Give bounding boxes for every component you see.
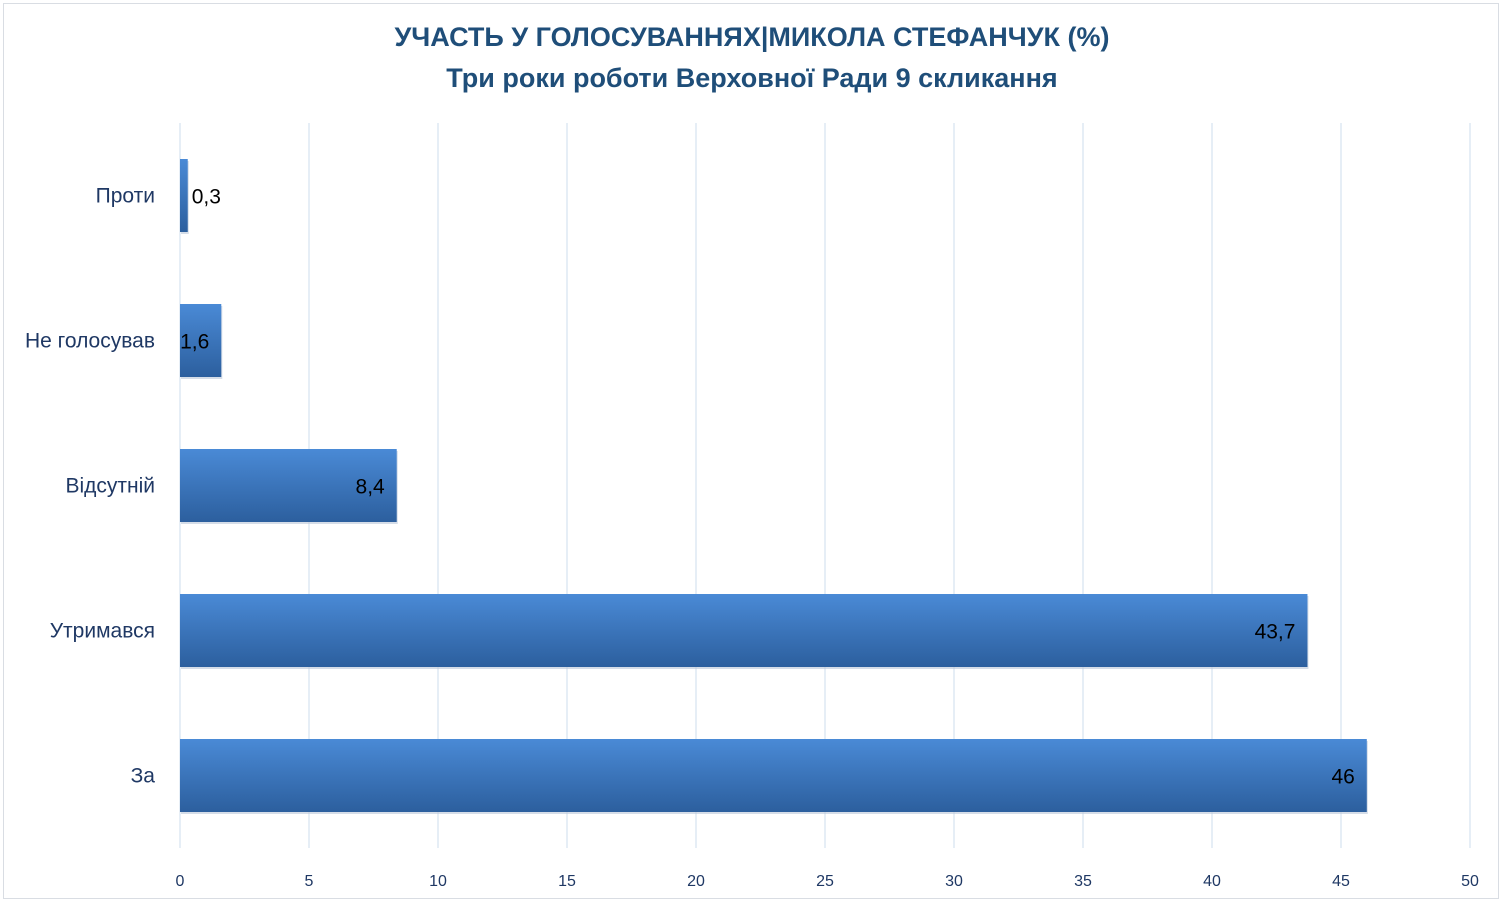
x-tick-label: 30 — [945, 873, 963, 890]
gridlines — [179, 123, 1471, 848]
category-label: За — [131, 765, 156, 788]
x-tick-label: 0 — [176, 873, 185, 890]
x-tick-label: 25 — [816, 873, 834, 890]
x-tick-label: 20 — [687, 873, 705, 890]
category-label: Проти — [96, 185, 155, 208]
bar — [180, 739, 1367, 812]
bar — [180, 159, 188, 232]
bar — [180, 304, 222, 377]
category-label: Не голосував — [25, 330, 155, 353]
x-tick-label: 50 — [1461, 873, 1479, 890]
chart-title: УЧАСТЬ У ГОЛОСУВАННЯХ|МИКОЛА СТЕФАНЧУК (… — [394, 22, 1110, 52]
x-tick-label: 15 — [558, 873, 576, 890]
x-tick-label: 45 — [1332, 873, 1350, 890]
bar — [180, 449, 397, 522]
data-label: 46 — [1331, 766, 1354, 789]
data-label: 43,7 — [1255, 621, 1296, 644]
data-label: 1,6 — [180, 331, 209, 354]
category-label: Відсутній — [65, 475, 155, 498]
x-tick-label: 10 — [429, 873, 447, 890]
bar — [180, 594, 1308, 667]
data-label: 0,3 — [192, 186, 221, 209]
x-tick-label: 35 — [1074, 873, 1092, 890]
category-label: Утримався — [50, 620, 155, 643]
x-tick-label: 5 — [305, 873, 314, 890]
bars — [180, 159, 1368, 814]
labels: 0 5 10 15 20 25 30 35 40 45 50 Проти 0,3 Не голосував… — [25, 185, 1479, 891]
data-label: 8,4 — [356, 476, 386, 499]
chart-subtitle: Три роки роботи Верховної Ради 9 скликан… — [446, 63, 1058, 93]
x-tick-label: 40 — [1203, 873, 1221, 890]
